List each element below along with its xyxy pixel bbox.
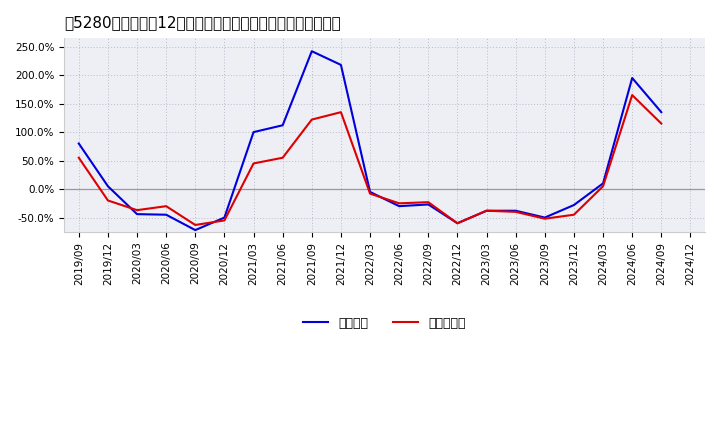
当期純利益 — [337, 110, 346, 115]
経常利益 — [162, 212, 171, 217]
経常利益 — [599, 181, 608, 186]
当期純利益 — [395, 201, 403, 206]
経常利益 — [74, 141, 83, 146]
経常利益 — [453, 220, 462, 226]
当期純利益 — [511, 209, 520, 215]
Line: 経常利益: 経常利益 — [78, 51, 661, 230]
当期純利益 — [162, 204, 171, 209]
経常利益 — [395, 204, 403, 209]
経常利益 — [337, 62, 346, 67]
経常利益 — [482, 208, 491, 213]
当期純利益 — [657, 121, 665, 126]
Line: 当期純利益: 当期純利益 — [78, 95, 661, 225]
当期純利益 — [307, 117, 316, 122]
当期純利益 — [279, 155, 287, 161]
当期純利益 — [74, 155, 83, 161]
当期純利益 — [453, 220, 462, 226]
経常利益 — [191, 227, 199, 233]
経常利益 — [104, 183, 112, 189]
当期純利益 — [628, 92, 636, 98]
経常利益 — [366, 189, 374, 194]
経常利益 — [279, 123, 287, 128]
当期純利益 — [570, 212, 578, 217]
経常利益 — [220, 215, 229, 220]
当期純利益 — [249, 161, 258, 166]
Legend: 経常利益, 当期純利益: 経常利益, 当期純利益 — [298, 312, 471, 335]
経常利益 — [511, 208, 520, 213]
当期純利益 — [132, 208, 141, 213]
当期純利益 — [366, 191, 374, 196]
当期純利益 — [424, 200, 433, 205]
当期純利益 — [599, 183, 608, 189]
経常利益 — [132, 212, 141, 217]
経常利益 — [570, 202, 578, 208]
Text: ［5280］　利益の12か月移動合計の対前年同期増減率の推移: ［5280］ 利益の12か月移動合計の対前年同期増減率の推移 — [64, 15, 341, 30]
経常利益 — [249, 129, 258, 135]
経常利益 — [424, 202, 433, 207]
経常利益 — [628, 75, 636, 81]
当期純利益 — [482, 208, 491, 213]
当期純利益 — [541, 216, 549, 221]
当期純利益 — [191, 222, 199, 227]
経常利益 — [307, 48, 316, 54]
当期純利益 — [220, 218, 229, 223]
経常利益 — [541, 215, 549, 220]
当期純利益 — [104, 198, 112, 203]
経常利益 — [657, 110, 665, 115]
